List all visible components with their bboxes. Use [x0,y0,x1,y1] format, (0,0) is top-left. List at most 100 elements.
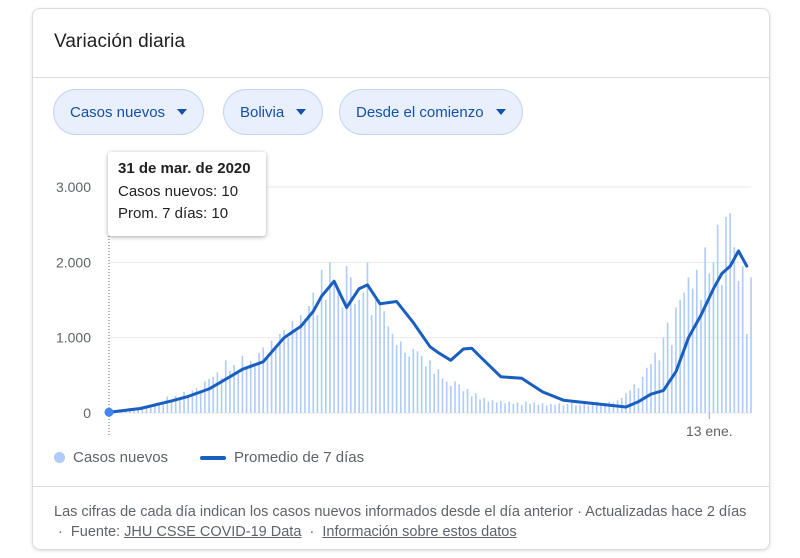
tooltip-cases: Casos nuevos: 10 [118,183,239,200]
bar [721,284,723,413]
legend-line: Promedio de 7 días [200,449,364,466]
time-range-dropdown[interactable]: Desde el comienzo [339,89,523,135]
location-dropdown[interactable]: Bolivia [223,89,324,135]
bar [249,361,252,413]
legend-line-label: Promedio de 7 días [234,449,365,466]
y-tick-label: 1.000 [56,330,91,346]
bar [295,331,298,413]
legend-bars-label: Casos nuevos [73,449,169,466]
bar [441,378,444,413]
bar [541,403,544,413]
bar [533,402,536,413]
bar [274,345,277,413]
bar [233,364,235,413]
bar [320,269,323,413]
bar [712,262,715,413]
bar [387,326,390,413]
bar [658,360,661,413]
bar [675,307,677,413]
bar [158,403,160,413]
bar [554,404,556,413]
bar [704,247,706,413]
bar [558,403,561,413]
bar [133,409,135,413]
average-line [107,249,749,414]
bar [416,351,419,413]
bar [391,333,394,413]
bar [545,405,548,413]
bar [216,372,219,413]
bar [329,262,331,413]
bar [145,407,148,413]
bar [220,378,223,413]
bar [162,401,164,413]
bar [291,321,294,413]
bar [341,307,344,413]
bar [746,333,748,413]
bar [425,366,427,413]
bar [254,366,256,413]
bar [604,403,606,413]
footer-divider [33,486,769,487]
bar [154,404,156,413]
bar [645,367,648,413]
bar [420,355,423,413]
metric-dropdown[interactable]: Casos nuevos [53,89,205,135]
bar [437,369,440,413]
bar [470,396,473,413]
bar [383,311,385,413]
bar [199,390,202,413]
bar [195,388,198,413]
bar [191,390,194,413]
bar [179,397,181,413]
bar [237,370,240,413]
info-link[interactable]: Información sobre estos datos [322,524,517,540]
location-dropdown-label: Bolivia [240,103,285,121]
bar [187,395,190,413]
bar [525,401,527,413]
bar [700,300,702,413]
bar [308,306,310,413]
bar [445,381,448,413]
bar [666,322,669,413]
bar [266,355,269,413]
bar [400,341,402,413]
bar [316,315,319,413]
bar [433,373,435,413]
bar [570,402,573,413]
tooltip-average: Prom. 7 días: 10 [118,205,229,222]
bar [279,333,281,413]
bar [579,404,581,413]
bar [716,224,719,413]
bar [345,266,348,413]
caret-down-icon [495,109,506,115]
y-tick-label: 3.000 [56,179,91,195]
bar [312,292,315,413]
bar [629,390,631,413]
bar [475,393,477,413]
chart-tooltip: 31 de mar. de 2020 Casos nuevos: 10 Prom… [108,152,266,236]
bar [304,318,306,413]
source-link[interactable]: JHU CSSE COVID-19 Data [124,524,302,540]
bar [124,410,127,413]
time-range-dropdown-label: Desde el comienzo [356,103,484,121]
bar [587,405,590,413]
bar [283,330,285,413]
y-tick-label: 0 [83,405,91,421]
legend-line-swatch [200,455,226,460]
bar [750,277,752,413]
bar [129,409,131,413]
y-tick-label: 2.000 [56,254,91,270]
bar [375,300,377,413]
bar [529,403,531,413]
daily-cases-chart[interactable]: 0 1.000 2.000 3.000 13 ene. [33,9,769,449]
bar [258,352,260,413]
bar [595,401,598,413]
bar [566,403,569,413]
bar [349,277,352,413]
bar [691,288,694,413]
bar [408,356,410,413]
bar [287,337,290,413]
bar [537,404,540,413]
x-tick-label: 13 ene. [686,423,733,439]
